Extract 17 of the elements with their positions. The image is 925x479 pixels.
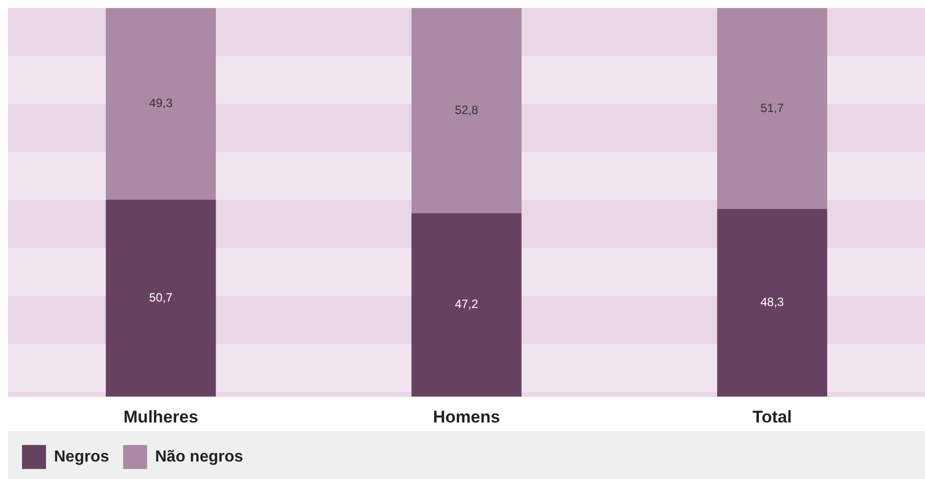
data-label: 51,7 [760,100,784,115]
data-label: 49,3 [149,96,173,110]
data-label: 52,8 [454,102,478,117]
legend-label: Não negros [155,448,244,466]
bar [106,200,216,397]
x-tick-label: Homens [432,407,500,426]
data-label: 50,7 [149,290,173,304]
bar [411,8,522,214]
data-label: 48,3 [760,295,784,310]
bar [717,208,828,397]
data-label: 47,2 [454,297,478,312]
bar [106,8,216,200]
legend-label: Negros [54,448,110,466]
bar [717,8,828,209]
bar [411,213,522,397]
x-tick-label: Mulheres [124,407,198,426]
x-tick-label: Total [752,407,792,426]
